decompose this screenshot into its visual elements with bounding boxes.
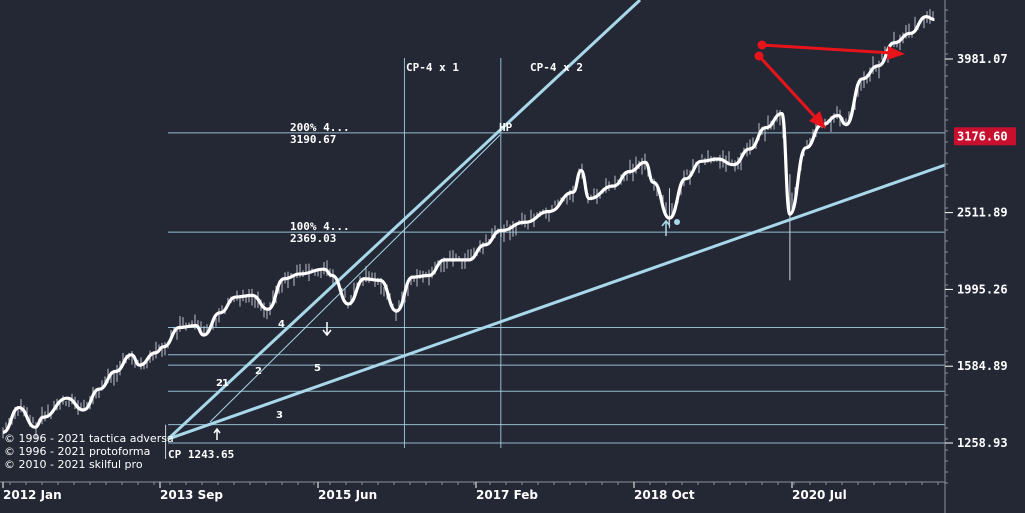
x-tick-label: 2018 Oct: [634, 488, 695, 502]
x-tick-label: 2013 Sep: [160, 488, 223, 502]
x-tick-label: 2012 Jan: [3, 488, 62, 502]
annotations: CP-4 x 1 CP-4 x 2 HP 200% 4...3190.67 100% 4…: [168, 61, 680, 461]
y-tick-label: 1258.93: [957, 436, 1008, 450]
up-arrow-icon: [213, 427, 221, 440]
series-line: [2, 15, 935, 434]
red-arrows: [754, 40, 905, 129]
thin-trendline: [209, 134, 501, 423]
cycle-label-2: CP-4 x 2: [530, 61, 583, 74]
y-tick-label: 1584.89: [957, 359, 1008, 373]
red-arrow-shaft: [757, 54, 818, 120]
copyright-line: © 1996 - 2021 protoforma: [4, 445, 150, 458]
horizontal-levels: [168, 58, 945, 448]
level-200-value: 3190.67: [290, 133, 336, 146]
y-axis: 1258.93 1584.89 1995.26 2511.89 3981.07 3176.…: [944, 0, 1016, 513]
cycle-label-1: CP-4 x 1: [406, 61, 459, 74]
lower-trendline: [167, 163, 946, 441]
current-price-label: 3176.60: [957, 129, 1008, 143]
level-100-value: 2369.03: [290, 232, 336, 245]
down-arrow-icon: [322, 322, 332, 337]
x-axis: 2012 Jan 2013 Sep 2015 Jun 2017 Feb 2018 Oct…: [0, 481, 945, 502]
wave-label-2b: 2: [216, 378, 223, 389]
y-tick-label: 1995.26: [957, 282, 1008, 296]
hp-label: HP: [499, 121, 513, 134]
wave-label-4: 4: [278, 319, 285, 330]
copyright-line: © 1996 - 2021 tactica adversa: [4, 432, 174, 445]
x-tick-label: 2020 Jul: [792, 488, 847, 502]
x-tick-label: 2017 Feb: [476, 488, 538, 502]
red-arrowhead-icon: [809, 111, 826, 129]
up-arrow-icon: [661, 219, 671, 236]
y-tick-label: 3981.07: [957, 52, 1008, 66]
level-200-label: 200% 4...: [290, 121, 350, 134]
wave-label-5: 5: [314, 363, 321, 374]
marker-dot-icon: [674, 219, 680, 225]
copyright-block: © 1996 - 2021 tactica adversa© 1996 - 20…: [4, 432, 174, 471]
wave-label-2: 2: [255, 366, 262, 377]
upper-trendline: [166, 0, 642, 441]
cp-label: CP 1243.65: [168, 448, 234, 461]
x-tick-label: 2015 Jun: [318, 488, 377, 502]
wave-label-3: 3: [276, 410, 283, 421]
wave-label-1: 1: [222, 378, 229, 389]
level-100-label: 100% 4...: [290, 220, 350, 233]
trendlines: [166, 0, 946, 441]
price-line: [2, 15, 935, 434]
red-arrow-shaft: [761, 43, 893, 55]
copyright-line: © 2010 - 2021 skilful pro: [4, 458, 143, 471]
current-price-tag: [954, 127, 1016, 146]
y-tick-label: 2511.89: [957, 206, 1008, 220]
red-arrowhead-icon: [887, 46, 905, 60]
